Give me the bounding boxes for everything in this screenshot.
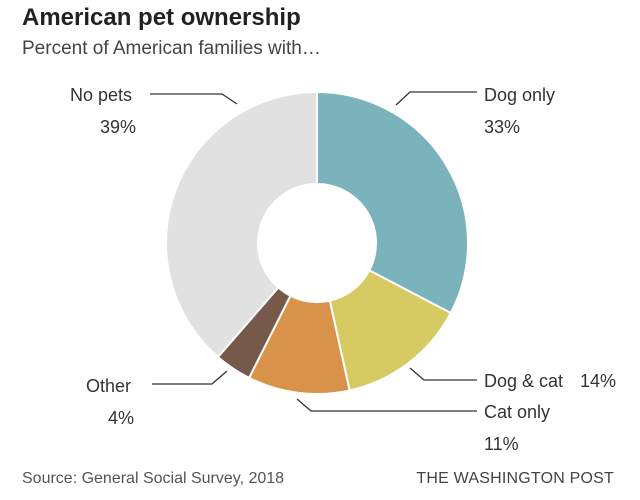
leader-line-cat-only bbox=[296, 398, 477, 412]
slice-label-dog-cat: Dog & cat bbox=[484, 371, 564, 391]
slice-value-cat-only: 11% bbox=[484, 434, 519, 454]
leader-line-other bbox=[152, 370, 228, 385]
slice-value-dog-cat: 14% bbox=[580, 371, 617, 391]
publisher-credit: THE WASHINGTON POST bbox=[416, 470, 614, 487]
donut-slices bbox=[165, 90, 469, 395]
slice-label-cat-only: Cat only bbox=[484, 402, 551, 422]
slice-dog-only bbox=[316, 90, 469, 315]
slice-label-other: Other bbox=[86, 376, 132, 396]
leader-line-no-pets bbox=[150, 93, 238, 105]
slice-value-dog-only: 33% bbox=[484, 117, 521, 137]
chart-title: American pet ownership bbox=[22, 4, 301, 31]
source-note: Source: General Social Survey, 2018 bbox=[22, 470, 285, 487]
slice-value-no-pets: 39% bbox=[100, 117, 137, 137]
chart-subtitle: Percent of American families with… bbox=[22, 38, 321, 59]
leader-line-dog-only bbox=[395, 91, 477, 106]
slice-label-dog-only: Dog only bbox=[484, 85, 556, 105]
slice-value-other: 4% bbox=[108, 408, 135, 428]
leader-lines bbox=[150, 91, 477, 412]
leader-line-dog-cat bbox=[409, 367, 477, 381]
slice-label-no-pets: No pets bbox=[70, 85, 133, 105]
slice-no-pets bbox=[165, 90, 318, 359]
